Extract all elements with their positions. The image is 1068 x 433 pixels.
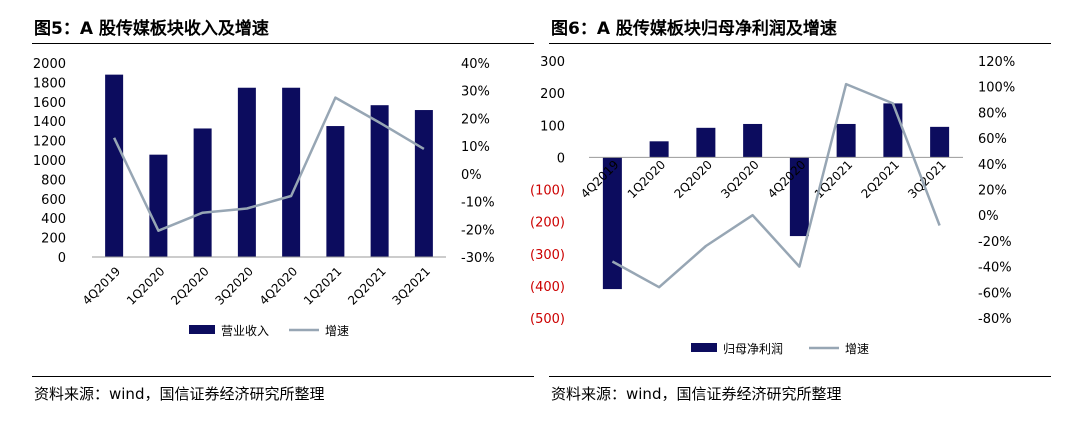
x-tick-label: 3Q2020 (718, 158, 762, 202)
bar-3Q2020 (237, 87, 256, 257)
y-left-tick-label: 600 (41, 193, 66, 208)
growth-line (611, 82, 941, 289)
y-right-tick-label: 100% (978, 81, 1015, 96)
profit-panel: 图6：A 股传媒板块归母净利润及增速 (500) (400) (300) (200)(… (531, 0, 1051, 433)
x-tick-label: 1Q2020 (625, 158, 669, 202)
y-right-tick-label: 30% (461, 85, 490, 100)
y-left-tick-label: 1400 (33, 115, 66, 130)
legend-bar-swatch (189, 325, 215, 334)
legend-label: 增速 (845, 342, 869, 356)
profit-chart: (500) (400) (300) (200) (100) 0 100 200 300 -80% -… (531, 55, 1015, 356)
y-left-tick-label: 200 (540, 87, 565, 102)
legend-label: 营业收入 (221, 324, 269, 338)
y-right-tick-label: 20% (461, 112, 490, 127)
y-right-tick-label: 40% (978, 158, 1007, 173)
y-left-tick-label: 1000 (33, 154, 66, 169)
y-left-tick-label: (200) (531, 216, 565, 231)
bar-1Q2020 (149, 154, 168, 257)
y-left-tick-label: (400) (531, 280, 565, 295)
chart-title: 图5：A 股传媒板块收入及增速 (34, 19, 269, 39)
bar-4Q2019 (602, 157, 622, 290)
y-right-tick-label: -30% (461, 251, 495, 266)
x-tick-label: 1Q2020 (124, 264, 168, 308)
y-right-tick-label: 60% (978, 132, 1007, 147)
y-right-tick-label: 0% (978, 209, 999, 224)
y-left-tick-label: 0 (557, 151, 565, 166)
bar-3Q2021 (930, 126, 950, 158)
y-right-tick-label: -20% (461, 223, 495, 238)
y-left-tick-label: 300 (540, 55, 565, 70)
bar-4Q2020 (282, 87, 301, 257)
y-left-tick-label: (100) (531, 184, 565, 199)
chart-title: 图6：A 股传媒板块归母净利润及增速 (551, 19, 837, 39)
x-tick-label: 2Q2021 (858, 158, 902, 202)
bar-2Q2021 (370, 105, 389, 257)
revenue-chart: 0 200 400 600 800 1000 1200 1400 1600 1800 2000 -30… (33, 57, 495, 338)
bar-4Q2020 (789, 157, 809, 237)
y-right-tick-label: -40% (978, 261, 1012, 276)
y-right-tick-label: -60% (978, 286, 1012, 301)
bar-3Q2020 (743, 123, 763, 158)
x-tick-label: 2Q2020 (671, 158, 715, 202)
x-tick-label: 3Q2021 (389, 264, 433, 308)
y-left-tick-label: 800 (41, 173, 66, 188)
bar-1Q2021 (836, 123, 856, 158)
title-rule (32, 43, 534, 44)
y-right-tick-label: 40% (461, 57, 490, 72)
y-right-tick-label: -80% (978, 312, 1012, 327)
bar-2Q2020 (193, 128, 212, 257)
bar-2Q2021 (883, 103, 903, 158)
x-tick-label: 4Q2020 (257, 264, 301, 308)
legend-label: 归母净利润 (723, 342, 783, 356)
y-left-tick-label: (500) (531, 312, 565, 327)
source-rule (32, 376, 534, 377)
legend-bar-swatch (691, 343, 717, 352)
y-left-tick-label: 1800 (33, 76, 66, 91)
y-left-tick-label: 200 (41, 232, 66, 247)
source-note: 资料来源：wind，国信证券经济研究所整理 (551, 385, 842, 403)
y-right-tick-label: -10% (461, 196, 495, 211)
x-tick-label: 1Q2021 (301, 264, 345, 308)
y-right-tick-label: 0% (461, 168, 482, 183)
growth-line (112, 96, 425, 232)
bar-4Q2019 (105, 74, 124, 257)
y-left-tick-label: 2000 (33, 57, 66, 72)
y-right-tick-label: 120% (978, 55, 1015, 70)
source-rule (549, 376, 1051, 377)
y-left-tick-label: (300) (531, 248, 565, 263)
y-left-tick-label: 0 (58, 251, 66, 266)
y-right-tick-label: 80% (978, 106, 1007, 121)
x-tick-label: 3Q2020 (212, 264, 256, 308)
y-right-tick-label: 10% (461, 140, 490, 155)
bar-1Q2021 (326, 126, 345, 257)
bar-1Q2020 (649, 141, 669, 158)
y-right-tick-label: 20% (978, 184, 1007, 199)
y-left-tick-label: 400 (41, 212, 66, 227)
y-left-tick-label: 100 (540, 119, 565, 134)
x-tick-label: 2Q2020 (168, 264, 212, 308)
y-left-tick-label: 1200 (33, 135, 66, 150)
title-rule (549, 43, 1051, 44)
y-right-tick-label: -20% (978, 235, 1012, 250)
revenue-panel: 图5：A 股传媒板块收入及增速 0 200 400 600 800 1000 1200 140… (14, 0, 534, 433)
legend-label: 增速 (325, 324, 349, 338)
source-note: 资料来源：wind，国信证券经济研究所整理 (34, 385, 325, 403)
x-tick-label: 4Q2019 (80, 264, 124, 308)
bar-2Q2020 (696, 127, 716, 158)
bar-3Q2021 (414, 110, 433, 257)
y-left-tick-label: 1600 (33, 96, 66, 111)
x-tick-label: 2Q2021 (345, 264, 389, 308)
